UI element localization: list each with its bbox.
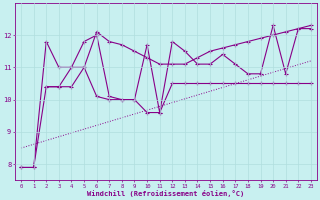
X-axis label: Windchill (Refroidissement éolien,°C): Windchill (Refroidissement éolien,°C) <box>87 190 244 197</box>
